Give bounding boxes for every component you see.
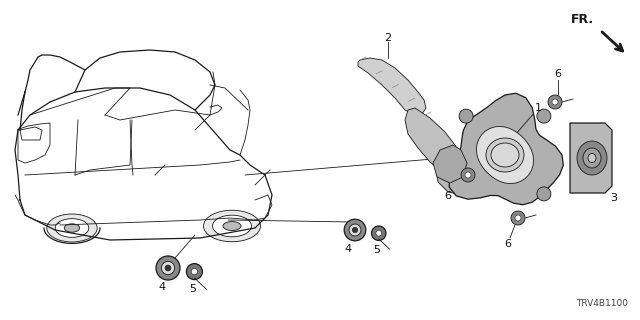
Polygon shape	[405, 108, 462, 175]
Ellipse shape	[491, 143, 519, 167]
Ellipse shape	[486, 138, 524, 172]
Polygon shape	[570, 123, 612, 193]
Circle shape	[161, 261, 175, 275]
Circle shape	[186, 264, 202, 280]
Text: 1: 1	[534, 103, 541, 113]
Circle shape	[372, 226, 386, 240]
Ellipse shape	[588, 154, 596, 163]
Text: 3: 3	[611, 193, 618, 203]
Text: 6: 6	[504, 239, 511, 249]
Text: 4: 4	[344, 244, 351, 254]
Circle shape	[352, 227, 358, 233]
Circle shape	[344, 219, 366, 241]
Ellipse shape	[212, 215, 252, 237]
Polygon shape	[436, 155, 480, 195]
Ellipse shape	[223, 221, 241, 230]
Circle shape	[156, 256, 180, 280]
Text: 2: 2	[385, 33, 392, 43]
Ellipse shape	[577, 141, 607, 175]
Ellipse shape	[204, 210, 260, 242]
Circle shape	[349, 224, 361, 236]
Circle shape	[511, 211, 525, 225]
Circle shape	[537, 187, 551, 201]
Circle shape	[459, 109, 473, 123]
Circle shape	[461, 168, 475, 182]
Text: 4: 4	[159, 282, 166, 292]
Circle shape	[165, 265, 171, 271]
Polygon shape	[476, 126, 534, 184]
Circle shape	[465, 172, 471, 178]
Polygon shape	[449, 93, 563, 205]
Text: FR.: FR.	[571, 13, 594, 26]
Circle shape	[537, 109, 551, 123]
Ellipse shape	[64, 224, 80, 232]
Text: TRV4B1100: TRV4B1100	[576, 299, 628, 308]
Text: 5: 5	[374, 245, 381, 255]
Circle shape	[376, 230, 381, 236]
Text: 6: 6	[554, 69, 561, 79]
Circle shape	[191, 268, 198, 275]
Polygon shape	[358, 58, 426, 116]
Text: 5: 5	[189, 284, 196, 294]
Polygon shape	[433, 145, 467, 183]
Ellipse shape	[583, 148, 601, 168]
Circle shape	[548, 95, 562, 109]
Circle shape	[552, 99, 558, 105]
Circle shape	[515, 215, 521, 221]
Ellipse shape	[55, 219, 89, 237]
Ellipse shape	[47, 214, 97, 242]
Text: 6: 6	[445, 191, 451, 201]
